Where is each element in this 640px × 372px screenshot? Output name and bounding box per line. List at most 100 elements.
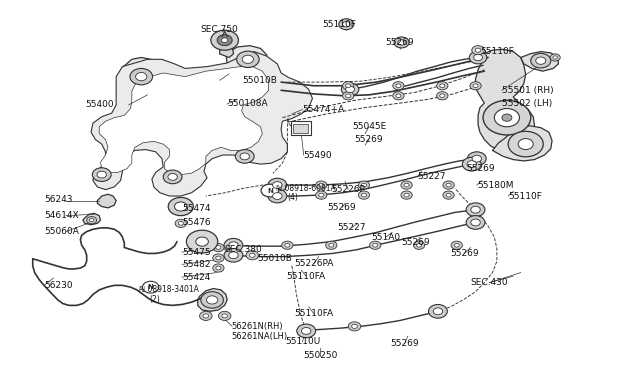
Polygon shape	[83, 214, 100, 225]
Circle shape	[417, 243, 422, 247]
Text: 55482: 55482	[182, 260, 211, 269]
Circle shape	[203, 314, 209, 318]
Circle shape	[201, 292, 223, 308]
Circle shape	[466, 216, 485, 229]
Text: 55010B: 55010B	[257, 253, 292, 263]
Circle shape	[429, 304, 447, 318]
Circle shape	[467, 161, 477, 167]
Circle shape	[186, 230, 218, 253]
Text: ℕ 08918-3401A: ℕ 08918-3401A	[140, 285, 199, 294]
Circle shape	[200, 311, 212, 320]
Circle shape	[401, 181, 412, 189]
Circle shape	[207, 296, 218, 304]
Circle shape	[393, 81, 404, 90]
Circle shape	[454, 243, 460, 247]
Circle shape	[221, 38, 228, 42]
Text: 550250: 550250	[303, 351, 337, 360]
Circle shape	[440, 84, 445, 87]
Circle shape	[143, 281, 159, 293]
Circle shape	[316, 181, 327, 189]
Circle shape	[342, 92, 354, 100]
Circle shape	[319, 193, 324, 197]
Text: 55110F: 55110F	[508, 192, 542, 201]
Text: N: N	[267, 187, 273, 193]
Circle shape	[473, 84, 478, 87]
Circle shape	[339, 19, 354, 30]
Circle shape	[224, 238, 243, 252]
Circle shape	[358, 191, 369, 199]
Circle shape	[346, 94, 351, 97]
Circle shape	[398, 40, 405, 45]
Circle shape	[237, 51, 259, 68]
Text: 55110F: 55110F	[322, 20, 356, 29]
Circle shape	[212, 264, 224, 272]
Text: 55110F: 55110F	[480, 47, 514, 56]
Text: 55226P: 55226P	[332, 185, 365, 194]
Circle shape	[451, 241, 462, 249]
Circle shape	[553, 56, 557, 59]
Text: 55227: 55227	[417, 172, 445, 182]
Polygon shape	[198, 289, 227, 311]
Circle shape	[471, 219, 480, 226]
Circle shape	[483, 100, 531, 135]
Circle shape	[404, 193, 409, 197]
Circle shape	[472, 155, 481, 162]
Circle shape	[216, 256, 221, 260]
Text: SEC.380: SEC.380	[225, 245, 262, 254]
Circle shape	[346, 86, 355, 93]
Circle shape	[396, 84, 401, 87]
Circle shape	[329, 243, 334, 247]
Polygon shape	[521, 52, 558, 71]
Text: 56243: 56243	[44, 195, 72, 204]
Circle shape	[273, 193, 282, 199]
Circle shape	[536, 57, 546, 64]
Circle shape	[394, 37, 409, 48]
Circle shape	[358, 181, 369, 189]
Circle shape	[443, 181, 454, 189]
Circle shape	[268, 178, 287, 192]
Circle shape	[508, 131, 543, 157]
Polygon shape	[493, 126, 552, 161]
Text: 56230: 56230	[44, 281, 73, 290]
Circle shape	[531, 54, 551, 68]
Circle shape	[273, 182, 282, 189]
Text: 54614X: 54614X	[44, 211, 79, 220]
Circle shape	[471, 206, 480, 213]
Text: (4): (4)	[287, 193, 298, 202]
Circle shape	[236, 150, 254, 163]
Text: 55269: 55269	[328, 203, 356, 212]
Polygon shape	[91, 52, 312, 196]
Text: 55180M: 55180M	[477, 180, 513, 190]
Circle shape	[362, 183, 367, 187]
Polygon shape	[97, 194, 116, 208]
Polygon shape	[220, 44, 234, 58]
Circle shape	[217, 35, 232, 46]
Circle shape	[469, 51, 487, 64]
Text: 55060A: 55060A	[44, 227, 79, 236]
Circle shape	[396, 94, 401, 97]
Circle shape	[369, 241, 381, 249]
Text: 55110U: 55110U	[285, 337, 320, 346]
Circle shape	[228, 242, 238, 248]
Circle shape	[476, 48, 481, 52]
Circle shape	[346, 84, 351, 87]
Circle shape	[393, 92, 404, 100]
Polygon shape	[226, 46, 267, 73]
Circle shape	[342, 81, 354, 90]
Circle shape	[212, 243, 224, 251]
Circle shape	[136, 73, 147, 81]
Text: 55475: 55475	[182, 248, 211, 257]
Circle shape	[466, 203, 485, 217]
Text: 55269: 55269	[390, 339, 419, 348]
Circle shape	[436, 92, 448, 100]
Circle shape	[362, 193, 367, 197]
Circle shape	[342, 22, 350, 27]
Circle shape	[341, 83, 359, 96]
Circle shape	[168, 173, 177, 180]
Circle shape	[228, 252, 238, 259]
Circle shape	[472, 46, 484, 55]
Text: 55269: 55269	[401, 238, 429, 247]
Text: 55474: 55474	[182, 204, 211, 213]
Polygon shape	[99, 65, 269, 174]
Circle shape	[446, 193, 451, 197]
